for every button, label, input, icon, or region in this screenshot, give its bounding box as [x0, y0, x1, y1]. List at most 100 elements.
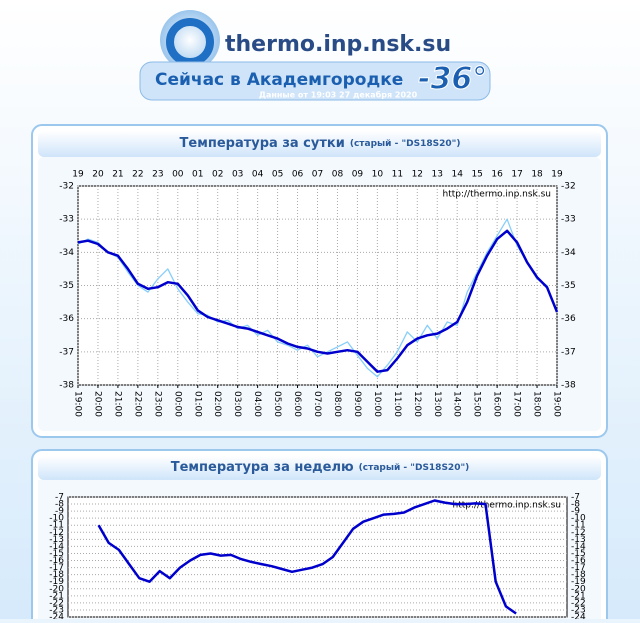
y-tick-label-right: -19	[571, 577, 586, 587]
y-tick-label-right: -17	[571, 563, 586, 573]
x-tick-label: 16	[491, 170, 503, 180]
y-tick-label-right: -14	[571, 542, 586, 552]
y-tick-label: -10	[49, 514, 64, 524]
y-tick-label: -17	[49, 563, 64, 573]
x-tick-label: 05	[272, 170, 283, 180]
x-tick-label-bottom: 01:00	[192, 391, 202, 417]
x-tick-label-bottom: 11:00	[392, 391, 402, 417]
panel-header	[38, 131, 601, 157]
y-tick-label-right: -23	[571, 605, 586, 615]
x-tick-label: 22	[132, 170, 143, 180]
x-tick-label-bottom: 23:00	[152, 391, 162, 417]
banner: Сейчас в Академгородке	[155, 70, 403, 90]
y-tick-label-right: -10	[571, 514, 586, 524]
x-tick-label: 15	[471, 170, 482, 180]
y-tick-label-right: -35	[561, 281, 576, 291]
x-tick-label: 07	[312, 170, 323, 180]
y-tick-label-right: -34	[561, 248, 576, 258]
y-tick-label-right: -8	[571, 500, 580, 510]
x-tick-label-bottom: 02:00	[212, 391, 222, 417]
x-tick-label-bottom: 00:00	[172, 391, 182, 417]
x-tick-label: 01	[192, 170, 203, 180]
y-tick-label-right: -22	[571, 598, 586, 608]
x-tick-label-bottom: 17:00	[512, 391, 522, 417]
y-tick-label: -34	[59, 248, 74, 258]
subtitle: (старый - "DS18S20")	[359, 463, 470, 473]
y-tick-label: -12	[49, 528, 64, 538]
x-tick-label: 20	[92, 170, 104, 180]
x-tick-label: 21	[112, 170, 123, 180]
y-tick-label: -14	[49, 542, 64, 552]
x-tick-label-bottom: 15:00	[472, 391, 482, 417]
x-tick-label: 19	[72, 170, 84, 180]
y-tick-label: -36	[59, 314, 74, 324]
site-name: thermo.inp.nsk.su	[225, 32, 451, 57]
series-line	[77, 229, 559, 373]
y-tick-label: -8	[55, 500, 64, 510]
y-tick-label: -33	[59, 215, 74, 225]
x-tick-label: 02	[212, 170, 223, 180]
plot-area	[67, 496, 568, 618]
annotation: http://thermo.inp.nsk.su	[453, 501, 562, 511]
panel-header	[38, 456, 601, 480]
y-tick-label: -24	[49, 613, 64, 620]
x-tick-label-bottom: 10:00	[372, 391, 382, 417]
x-tick-label-bottom: 07:00	[312, 391, 322, 417]
y-tick-label-right: -18	[571, 570, 586, 580]
y-tick-label-right: -32	[561, 182, 576, 192]
subtitle: (старый - "DS18S20")	[350, 139, 461, 149]
y-tick-label-right: -15	[571, 549, 586, 559]
x-tick-label-bottom: 06:00	[292, 391, 302, 417]
x-tick-label-bottom: 16:00	[492, 391, 502, 417]
x-tick-label-bottom: 09:00	[352, 391, 362, 417]
update-time: Данные от 19:03 27 декабря 2020	[259, 90, 418, 100]
x-tick-label: 00	[172, 170, 184, 180]
x-tick-label-bottom: 22:00	[132, 391, 142, 417]
y-tick-label: -19	[49, 577, 64, 587]
x-tick-label-bottom: 18:00	[532, 391, 542, 417]
y-tick-label: -32	[59, 182, 74, 192]
annotation: http://thermo.inp.nsk.su	[443, 190, 552, 200]
y-tick-label-right: -20	[571, 584, 586, 594]
y-tick-label: -18	[49, 570, 64, 580]
y-tick-label-right: -7	[571, 493, 580, 503]
x-tick-label: 04	[252, 170, 264, 180]
y-tick-label: -37	[59, 347, 74, 357]
current-temp: -36°	[418, 62, 487, 97]
x-tick-label-bottom: 20:00	[92, 391, 102, 417]
y-tick-label: -38	[59, 381, 74, 391]
y-tick-label-right: -38	[561, 381, 576, 391]
x-tick-label-bottom: 12:00	[412, 391, 422, 417]
y-tick-label-right: -11	[571, 521, 586, 531]
y-tick-label: -22	[49, 598, 64, 608]
y-tick-label-right: -33	[561, 215, 576, 225]
x-tick-label: 06	[292, 170, 304, 180]
y-tick-label: -16	[49, 556, 64, 566]
x-tick-label: 08	[332, 170, 344, 180]
x-tick-label-bottom: 19:00	[552, 391, 562, 417]
y-tick-label-right: -24	[571, 613, 586, 620]
banner-box	[139, 61, 491, 101]
chart-title: Температура за сутки (старый - "DS18S20")	[180, 136, 461, 151]
x-tick-label: 13	[432, 170, 443, 180]
series-line	[97, 499, 517, 615]
y-tick-label: -21	[49, 591, 64, 601]
x-tick-label: 18	[531, 170, 543, 180]
chart-title: Температура за неделю (старый - "DS18S20"…	[171, 460, 470, 475]
y-tick-label-right: -36	[561, 314, 576, 324]
x-tick-label-bottom: 19:00	[73, 391, 83, 417]
y-tick-label-right: -16	[571, 556, 586, 566]
x-tick-label-bottom: 03:00	[232, 391, 242, 417]
x-tick-label-bottom: 13:00	[432, 391, 442, 417]
y-tick-label: -23	[49, 605, 64, 615]
x-tick-label: 11	[392, 170, 403, 180]
x-tick-label-bottom: 04:00	[252, 391, 262, 417]
x-tick-label: 17	[511, 170, 522, 180]
x-tick-label: 23	[152, 170, 163, 180]
y-tick-label-right: -21	[571, 591, 586, 601]
y-tick-label: -11	[49, 521, 64, 531]
x-tick-label-bottom: 05:00	[272, 391, 282, 417]
x-tick-label-bottom: 21:00	[112, 391, 122, 417]
y-tick-label: -7	[55, 493, 64, 503]
